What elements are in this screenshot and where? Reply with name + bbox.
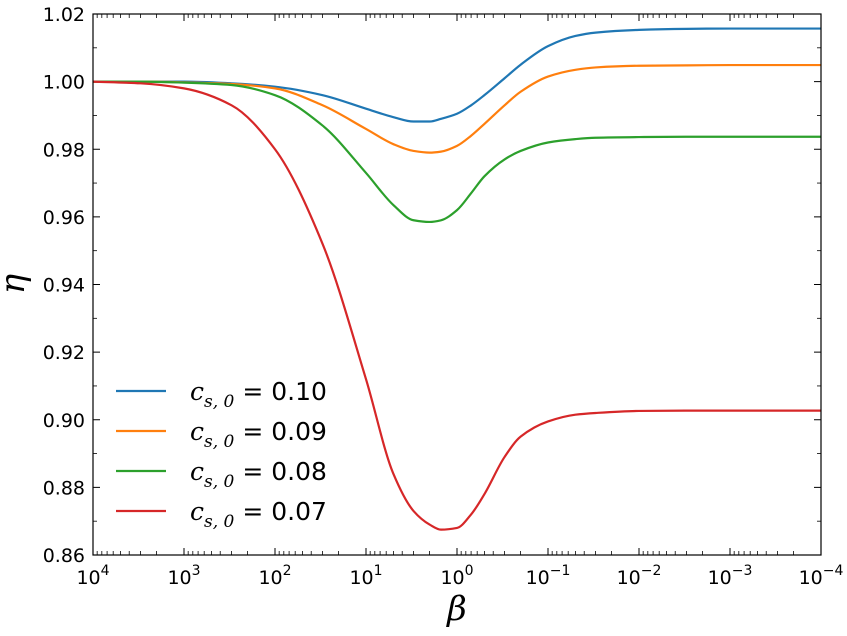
series-line-0: [93, 27, 821, 123]
y-tick-label: 0.86: [43, 545, 85, 567]
y-axis-label: η: [0, 273, 33, 294]
y-tick-label: 0.98: [43, 139, 85, 161]
legend-label: cs, 0 = 0.09: [190, 417, 327, 452]
y-tick-label: 0.94: [43, 275, 85, 297]
x-tick-label: 103: [167, 563, 200, 589]
x-tick-label: 10−3: [708, 563, 753, 589]
series-line-2: [93, 80, 821, 224]
x-tick-label: 104: [76, 563, 109, 589]
y-tick-label: 1.00: [43, 72, 85, 94]
legend: cs, 0 = 0.10 cs, 0 = 0.09 cs, 0 = 0.08 cs, …: [116, 377, 327, 532]
x-tick-label: 102: [258, 563, 291, 589]
y-tick-label: 0.96: [43, 207, 85, 229]
plot-area: [93, 14, 821, 555]
series-line-1: [93, 63, 821, 154]
y-tick-label: 0.92: [43, 342, 85, 364]
y-tick-label: 1.02: [43, 4, 85, 26]
x-tick-label: 101: [349, 563, 382, 589]
x-tick-label: 100: [440, 563, 473, 589]
y-tick-label: 0.88: [43, 477, 85, 499]
legend-label: cs, 0 = 0.08: [190, 457, 327, 492]
y-tick-label: 0.90: [43, 410, 85, 432]
legend-label: cs, 0 = 0.10: [190, 377, 327, 412]
x-tick-label: 10−1: [526, 563, 571, 589]
legend-label: cs, 0 = 0.07: [190, 497, 327, 532]
series-line-3: [93, 80, 821, 531]
x-tick-label: 10−2: [617, 563, 662, 589]
x-tick-label: 10−4: [799, 563, 844, 589]
plot-frame: [92, 13, 822, 556]
x-axis-label: β: [445, 589, 467, 629]
